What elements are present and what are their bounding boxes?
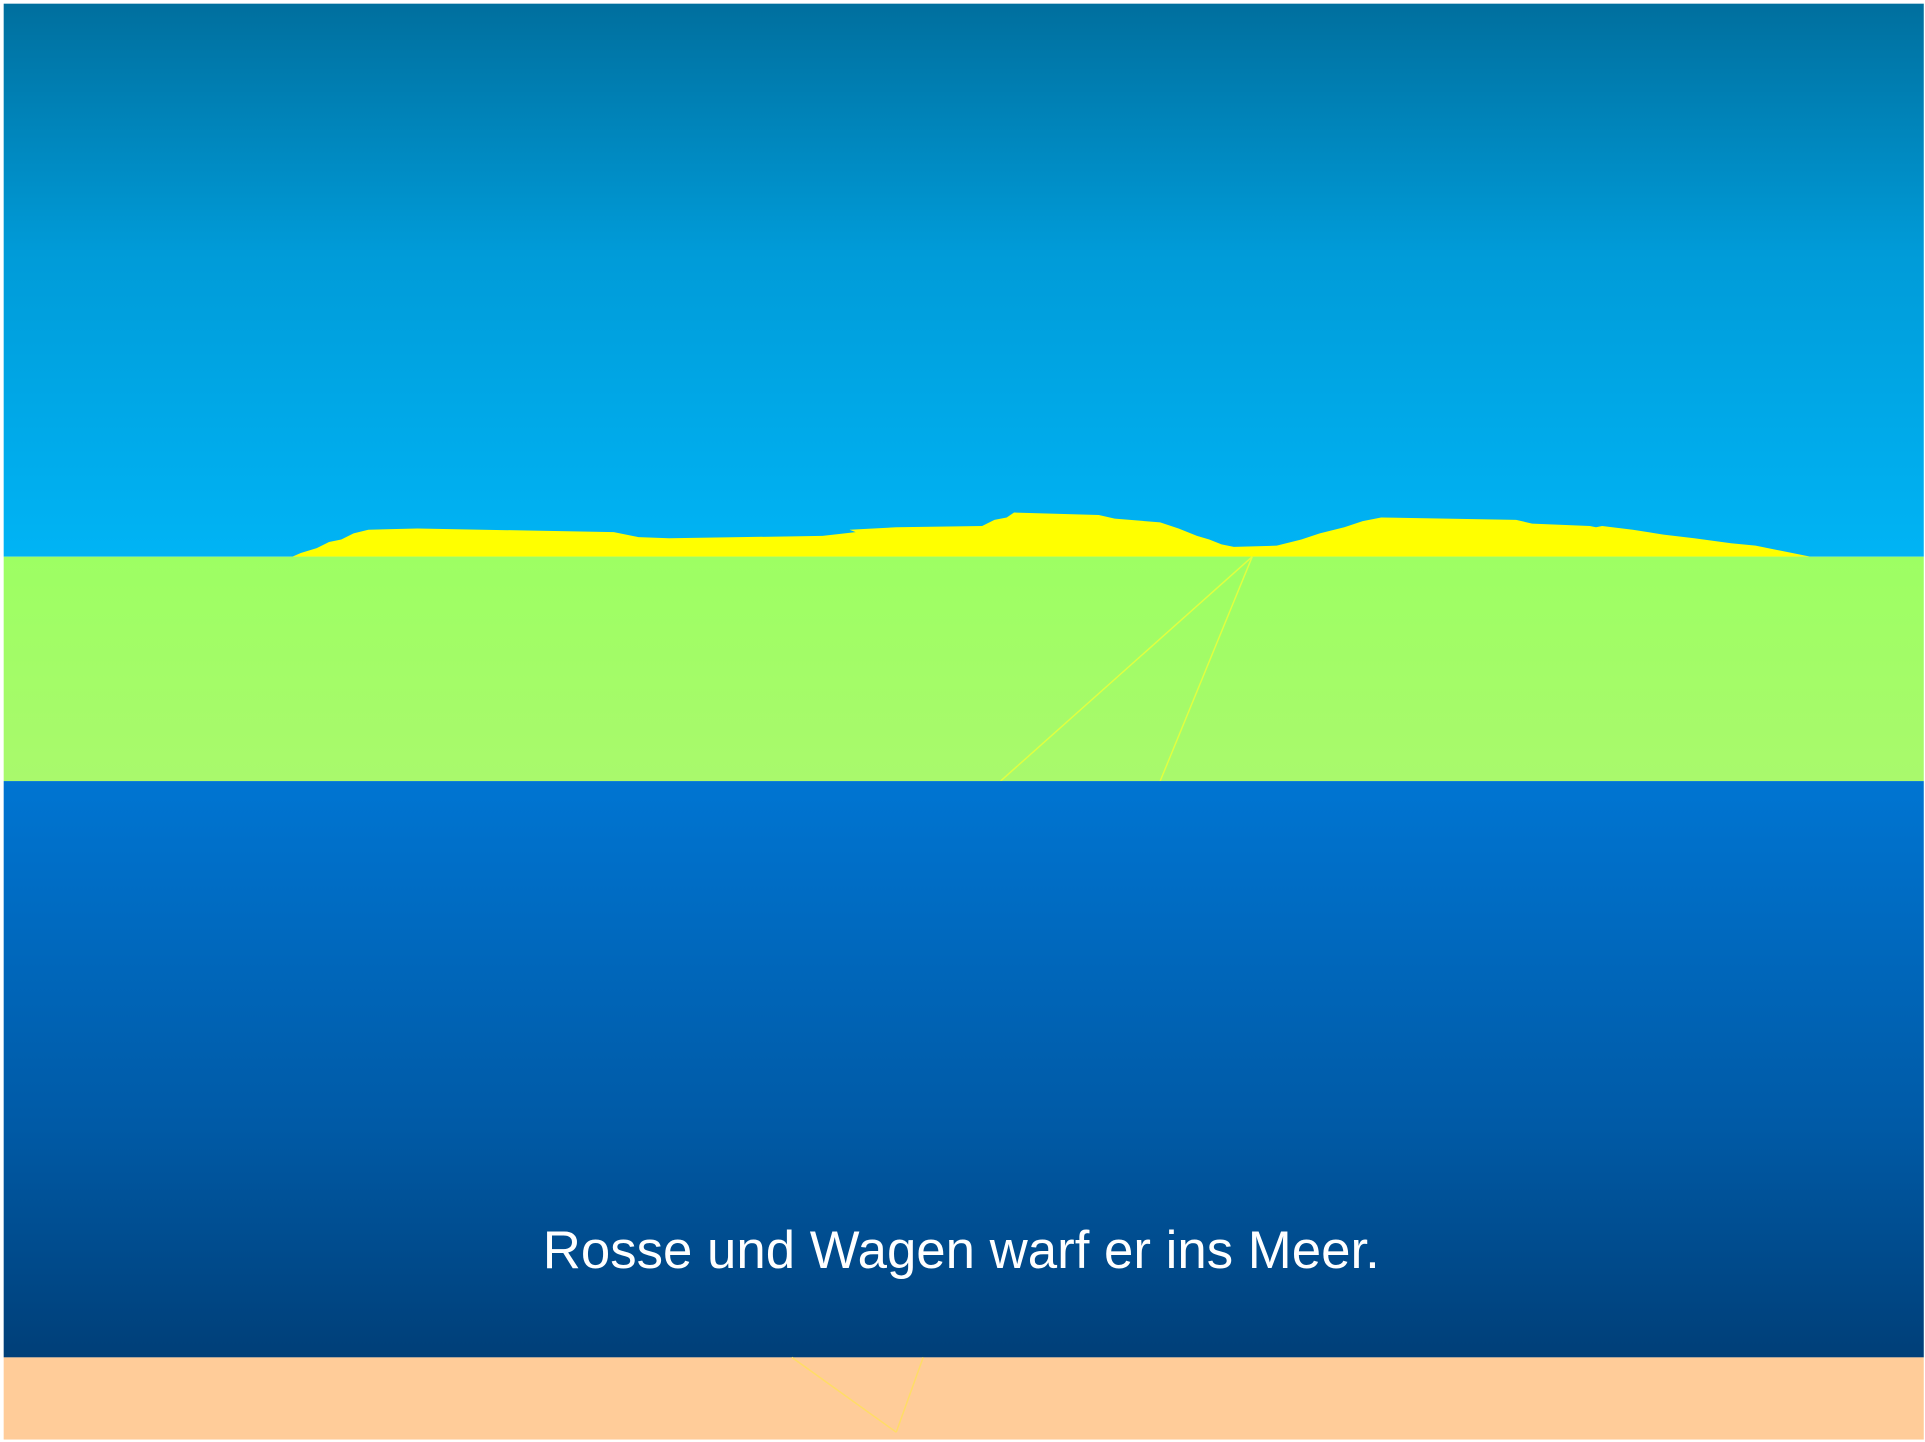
caption: Rosse und Wagen warf er ins Meer. bbox=[543, 1221, 1380, 1280]
sand bbox=[4, 1357, 1924, 1439]
land bbox=[4, 557, 1924, 781]
page: Rosse und Wagen warf er ins Meer. (() =>… bbox=[0, 0, 1925, 1442]
sky bbox=[4, 4, 1924, 557]
slide: Rosse und Wagen warf er ins Meer. bbox=[0, 0, 1925, 1442]
